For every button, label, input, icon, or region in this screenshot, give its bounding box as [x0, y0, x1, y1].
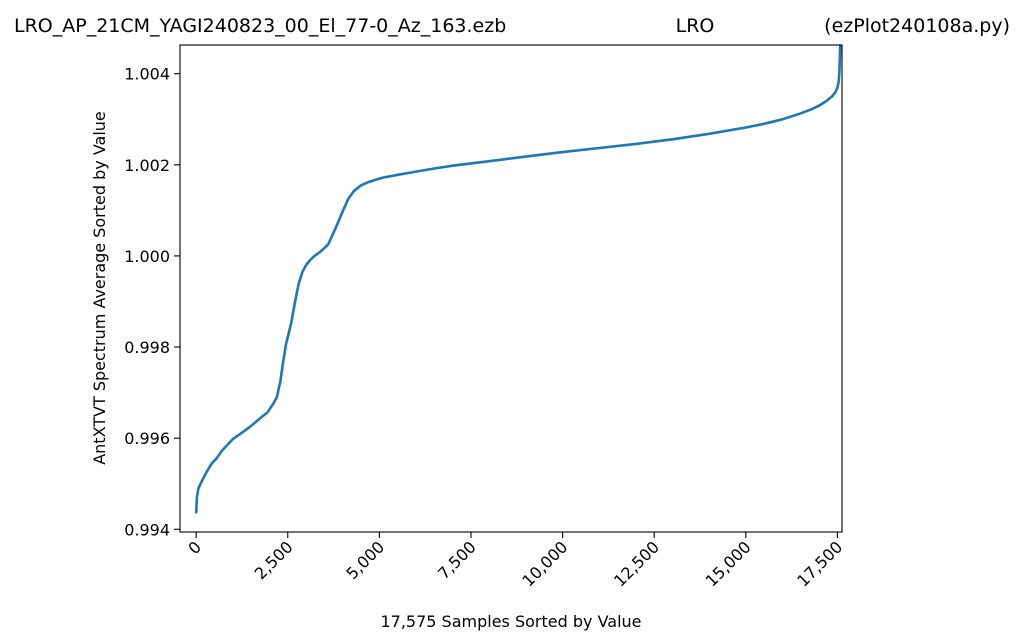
plot-frame	[179, 44, 843, 533]
y-tick-label: 0.994	[124, 520, 170, 539]
x-tick-label: 5,000	[342, 537, 388, 583]
data-line	[194, 44, 842, 514]
x-tick-label: 10,000	[518, 537, 571, 590]
x-tick-label: 15,000	[702, 537, 755, 590]
x-axis: 0 2,500 5,000 7,500 10,000 12,500 15,000 17,500	[184, 532, 846, 590]
x-tick-label: 2,500	[251, 537, 297, 583]
y-tick-label: 1.004	[124, 65, 170, 84]
x-tick-label: 12,500	[610, 537, 663, 590]
y-tick-label: 1.000	[124, 247, 170, 266]
y-axis-label: AntXTVT Spectrum Average Sorted by Value	[90, 111, 109, 465]
x-tick-label: 17,500	[793, 537, 846, 590]
x-tick-label: 0	[184, 537, 205, 558]
y-tick-label: 0.998	[124, 338, 170, 357]
y-tick-label: 1.002	[124, 156, 170, 175]
chart-title-center: LRO	[676, 15, 715, 37]
y-tick-label: 0.996	[124, 429, 170, 448]
y-axis: 0.994 0.996 0.998 1.000 1.002 1.004	[124, 65, 180, 539]
chart-title-left: LRO_AP_21CM_YAGI240823_00_El_77-0_Az_163…	[14, 15, 506, 37]
x-axis-label: 17,575 Samples Sorted by Value	[380, 612, 641, 631]
chart-title-right: (ezPlot240108a.py)	[824, 15, 1010, 37]
x-tick-label: 7,500	[434, 537, 480, 583]
